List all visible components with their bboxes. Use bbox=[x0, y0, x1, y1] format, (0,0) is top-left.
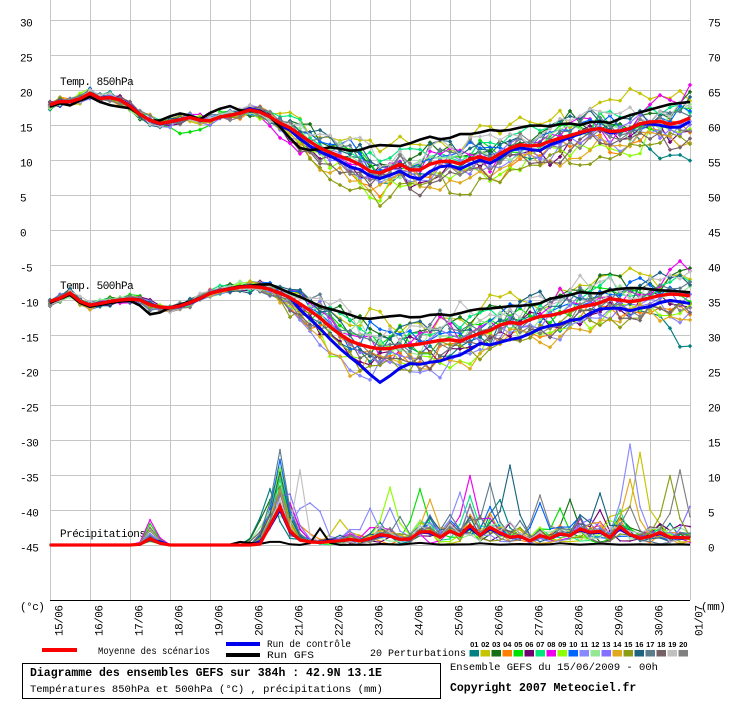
svg-text:23/06: 23/06 bbox=[375, 605, 387, 636]
svg-text:16: 16 bbox=[635, 640, 643, 649]
svg-text:15: 15 bbox=[20, 124, 32, 136]
svg-text:Copyright 2007 Meteociel.fr: Copyright 2007 Meteociel.fr bbox=[450, 682, 636, 695]
svg-text:0: 0 bbox=[20, 229, 26, 241]
svg-text:09: 09 bbox=[558, 640, 566, 649]
svg-text:19/06: 19/06 bbox=[215, 605, 227, 636]
svg-text:-30: -30 bbox=[20, 439, 38, 451]
svg-text:12: 12 bbox=[591, 640, 599, 649]
svg-text:Ensemble GEFS du 15/06/2009 -: Ensemble GEFS du 15/06/2009 - 00h bbox=[450, 662, 658, 674]
svg-text:08: 08 bbox=[547, 640, 555, 649]
svg-text:5: 5 bbox=[20, 194, 26, 206]
svg-text:10: 10 bbox=[20, 159, 32, 171]
svg-text:17: 17 bbox=[646, 640, 654, 649]
svg-text:30: 30 bbox=[708, 334, 720, 346]
svg-text:25/06: 25/06 bbox=[455, 605, 467, 636]
svg-text:(°c): (°c) bbox=[20, 602, 44, 614]
svg-text:01: 01 bbox=[470, 640, 478, 649]
svg-text:Précipitations: Précipitations bbox=[60, 529, 145, 541]
svg-text:25: 25 bbox=[708, 369, 720, 381]
svg-text:40: 40 bbox=[708, 264, 720, 276]
svg-text:02: 02 bbox=[481, 640, 489, 649]
svg-text:Diagramme des ensembles GEFS s: Diagramme des ensembles GEFS sur 384h : … bbox=[30, 667, 382, 680]
svg-text:(mm): (mm) bbox=[701, 602, 725, 614]
svg-text:04: 04 bbox=[503, 640, 512, 649]
svg-text:Temp. 850hPa: Temp. 850hPa bbox=[60, 77, 134, 89]
svg-text:19: 19 bbox=[668, 640, 676, 649]
svg-text:30/06: 30/06 bbox=[655, 605, 667, 636]
svg-text:03: 03 bbox=[492, 640, 500, 649]
svg-text:-25: -25 bbox=[20, 404, 38, 416]
svg-text:-40: -40 bbox=[20, 509, 38, 521]
svg-text:13: 13 bbox=[602, 640, 610, 649]
svg-text:20: 20 bbox=[20, 89, 32, 101]
svg-text:05: 05 bbox=[514, 640, 522, 649]
svg-text:01/07: 01/07 bbox=[695, 605, 707, 636]
svg-text:16/06: 16/06 bbox=[95, 605, 107, 636]
svg-text:0: 0 bbox=[708, 544, 714, 556]
svg-text:10: 10 bbox=[708, 474, 720, 486]
svg-text:5: 5 bbox=[708, 509, 714, 521]
svg-text:-35: -35 bbox=[20, 474, 38, 486]
svg-text:55: 55 bbox=[708, 159, 720, 171]
svg-text:27/06: 27/06 bbox=[535, 605, 547, 636]
svg-text:06: 06 bbox=[525, 640, 533, 649]
svg-text:35: 35 bbox=[708, 299, 720, 311]
svg-text:28/06: 28/06 bbox=[575, 605, 587, 636]
svg-text:15/06: 15/06 bbox=[55, 605, 67, 636]
svg-text:17/06: 17/06 bbox=[135, 605, 147, 636]
svg-text:25: 25 bbox=[20, 54, 32, 66]
svg-text:-20: -20 bbox=[20, 369, 38, 381]
svg-text:24/06: 24/06 bbox=[415, 605, 427, 636]
svg-text:Moyenne des scénarios: Moyenne des scénarios bbox=[98, 646, 210, 658]
svg-text:60: 60 bbox=[708, 124, 720, 136]
svg-text:-5: -5 bbox=[20, 264, 32, 276]
svg-text:18/06: 18/06 bbox=[175, 605, 187, 636]
svg-text:70: 70 bbox=[708, 54, 720, 66]
svg-text:14: 14 bbox=[613, 640, 622, 649]
svg-text:Températures 850hPa et 500hPa: Températures 850hPa et 500hPa (°C) , pré… bbox=[30, 684, 383, 696]
svg-text:Run GFS: Run GFS bbox=[267, 650, 314, 662]
svg-text:20: 20 bbox=[679, 640, 687, 649]
svg-text:20/06: 20/06 bbox=[255, 605, 267, 636]
svg-text:18: 18 bbox=[657, 640, 665, 649]
svg-text:10: 10 bbox=[569, 640, 577, 649]
svg-text:26/06: 26/06 bbox=[495, 605, 507, 636]
svg-text:30: 30 bbox=[20, 19, 32, 31]
svg-text:-15: -15 bbox=[20, 334, 38, 346]
svg-text:-10: -10 bbox=[20, 299, 38, 311]
svg-text:11: 11 bbox=[580, 640, 588, 649]
svg-text:29/06: 29/06 bbox=[615, 605, 627, 636]
svg-text:20 Perturbations: 20 Perturbations bbox=[370, 648, 466, 660]
svg-text:07: 07 bbox=[536, 640, 544, 649]
svg-text:21/06: 21/06 bbox=[295, 605, 307, 636]
svg-text:65: 65 bbox=[708, 89, 720, 101]
svg-text:75: 75 bbox=[708, 19, 720, 31]
svg-text:Run de contrôle: Run de contrôle bbox=[267, 639, 351, 651]
svg-text:-45: -45 bbox=[20, 544, 38, 556]
svg-text:45: 45 bbox=[708, 229, 720, 241]
svg-text:20: 20 bbox=[708, 404, 720, 416]
svg-text:50: 50 bbox=[708, 194, 720, 206]
svg-text:15: 15 bbox=[708, 439, 720, 451]
svg-text:22/06: 22/06 bbox=[335, 605, 347, 636]
svg-text:15: 15 bbox=[624, 640, 632, 649]
